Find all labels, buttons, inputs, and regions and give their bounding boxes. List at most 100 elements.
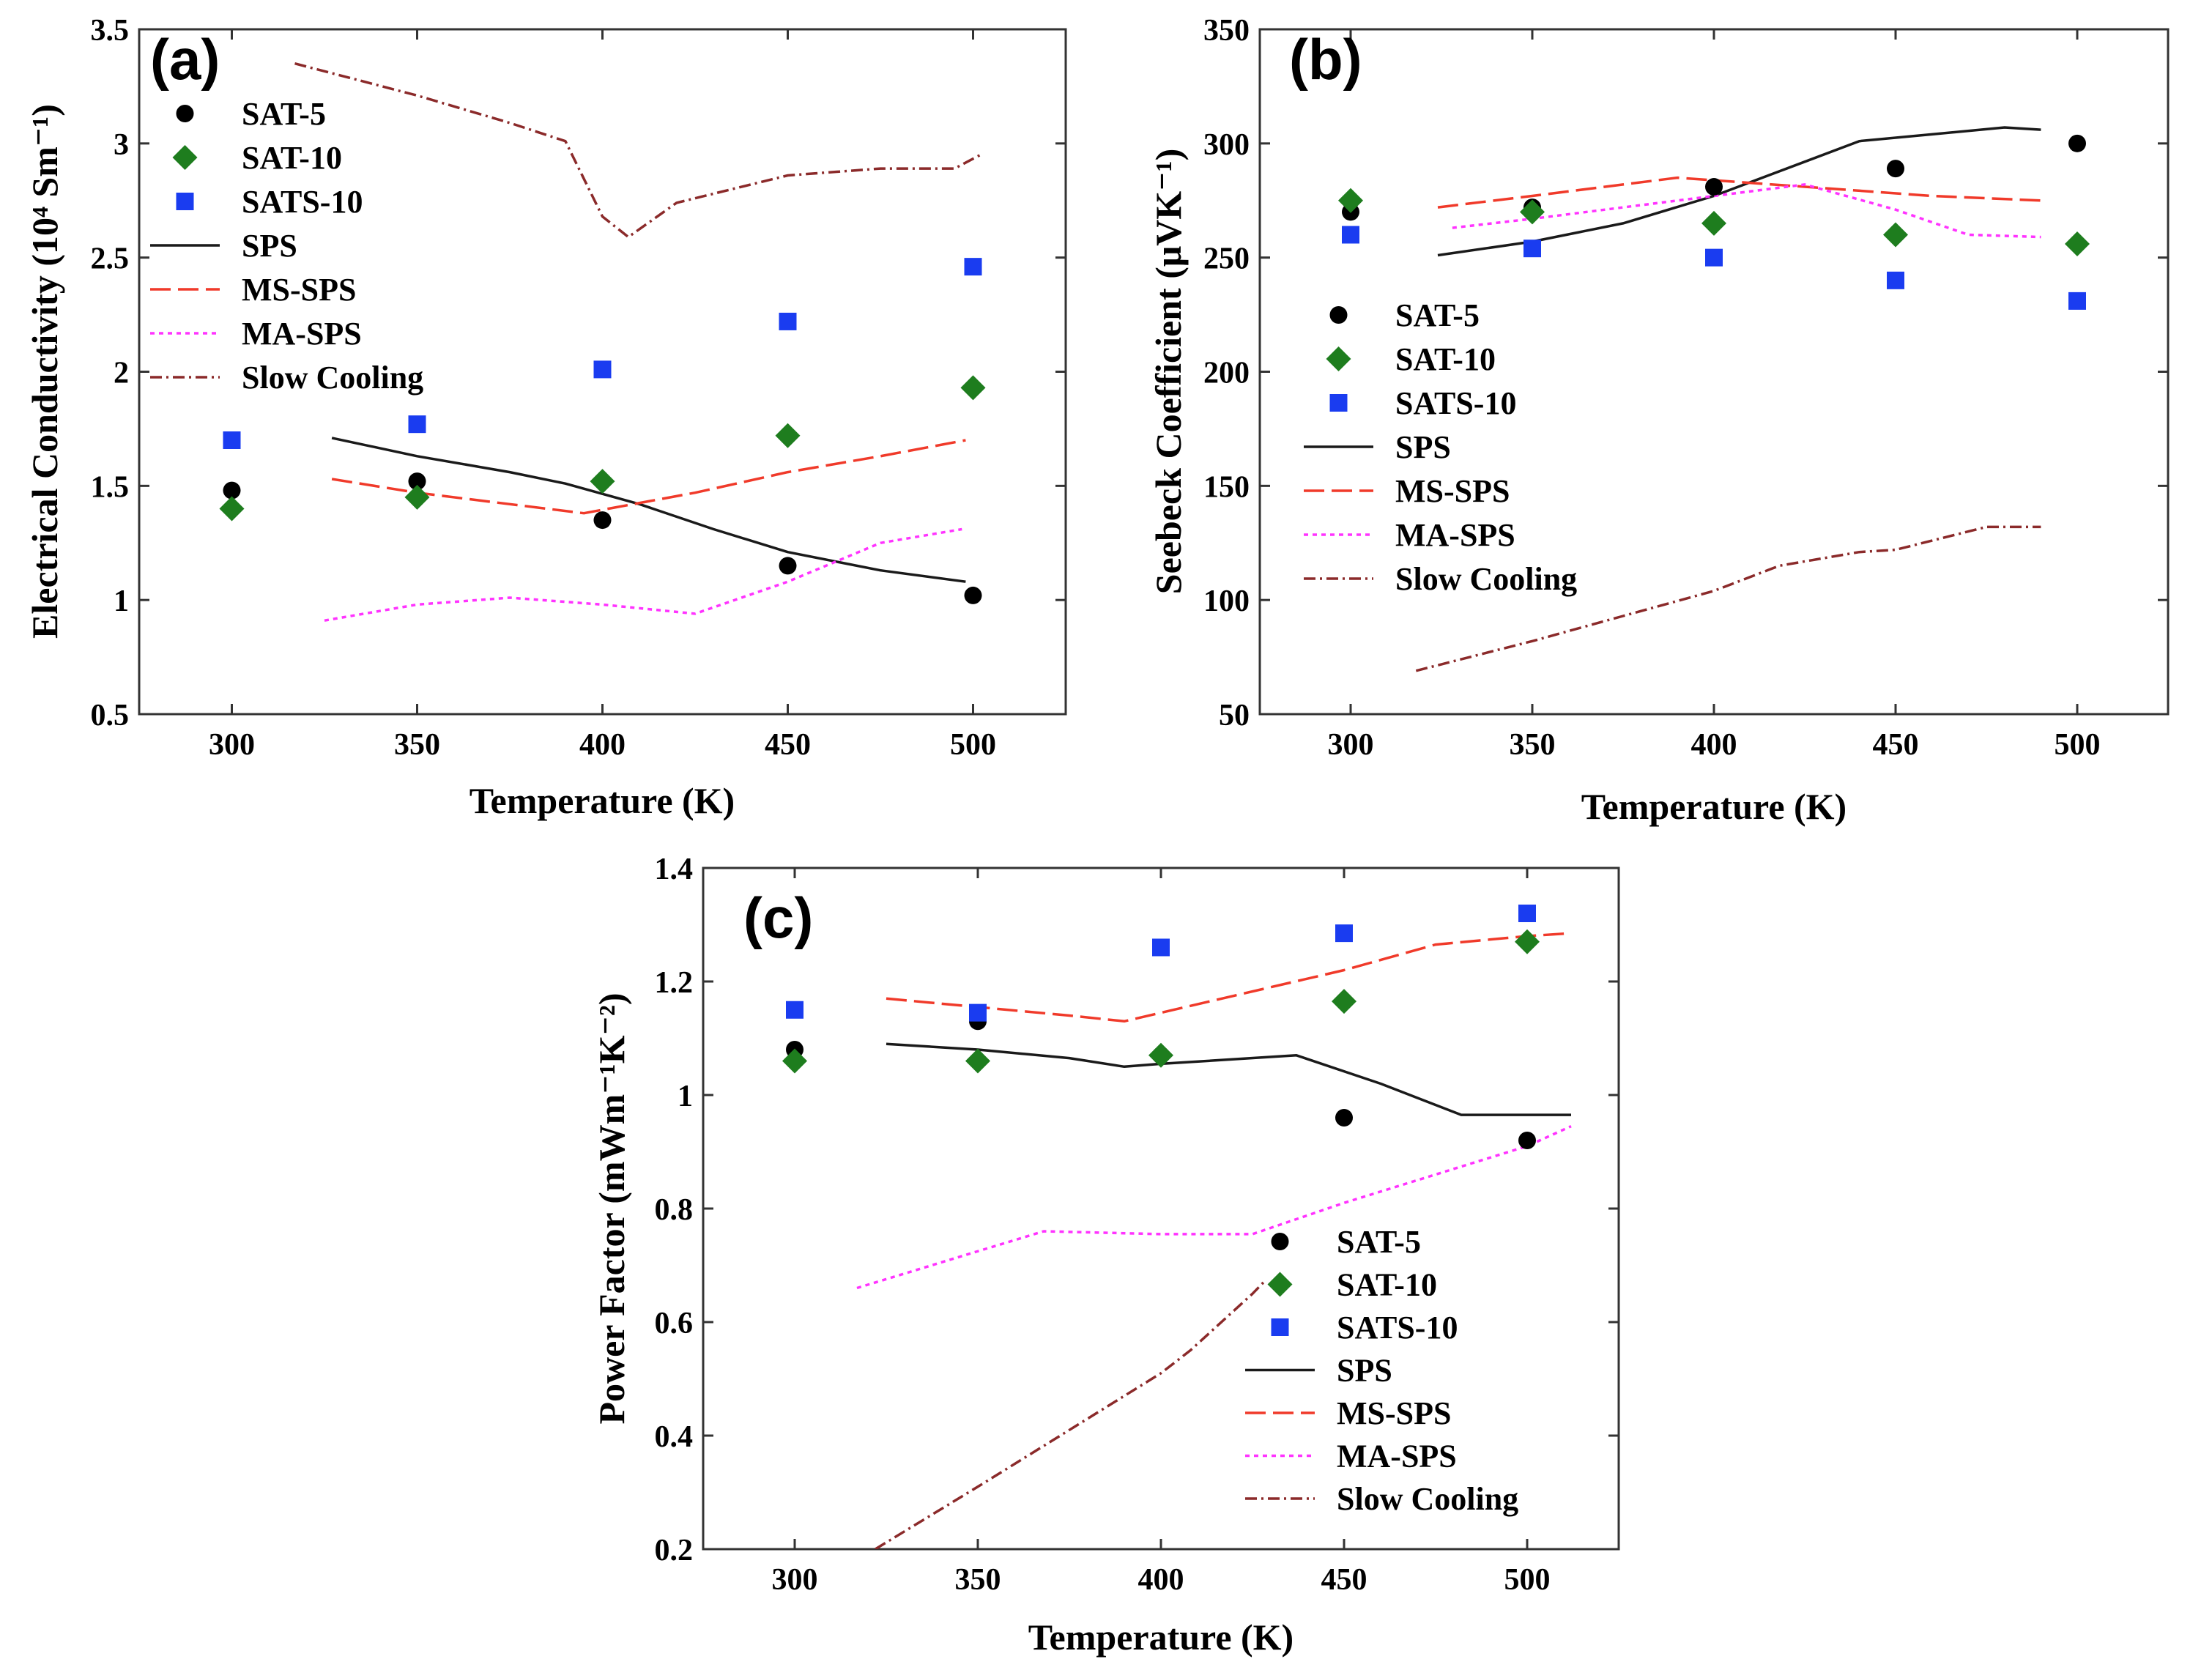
x-tick-label-b: 350 [1510,728,1556,762]
point-sat-5-b [1887,160,1904,178]
plot-area-c [702,866,1620,1551]
point-sat-5-b [2068,134,2086,152]
legend-label-ms-sps: MS-SPS [242,272,356,308]
legend-label-sat-10: SAT-10 [242,140,342,176]
point-sats-10-a [964,258,982,276]
x-tick-label-a: 350 [394,728,440,762]
y-tick-label-b: 250 [1203,242,1250,276]
y-axis-label-b: Seebeck Coefficient (μVK⁻¹) [1148,149,1189,594]
y-tick-label-a: 0.5 [91,699,130,732]
legend-label-sat-5: SAT-5 [1395,297,1480,333]
y-tick-label-a: 3 [114,128,129,162]
y-tick-label-b: 50 [1219,699,1250,732]
y-tick-label-b: 350 [1203,14,1250,48]
x-tick-label-c: 300 [772,1563,818,1597]
legend-label-sats-10: SATS-10 [1337,1310,1458,1346]
y-tick-label-c: 1.4 [655,853,694,886]
ticks-a: 300 350 400 450 500 0.5 1 1.5 2 2.5 3 3.5 [91,14,1066,762]
point-sat-10-b [2065,231,2090,256]
series-points-b [1338,134,2090,310]
series-lines-c [856,932,1572,1549]
y-tick-label-c: 0.4 [655,1420,694,1454]
panel-label-b: (b) [1289,27,1362,92]
line-ma-sps-b [1452,183,2041,239]
point-sat-10-c [1148,1042,1173,1068]
x-tick-label-b: 450 [1873,728,1919,762]
point-sat-5-a [223,481,241,500]
y-tick-label-c: 0.8 [655,1193,694,1227]
point-sat-10-c [1515,929,1540,954]
ticks-b: 300 350 400 450 500 50 100 150 200 250 300 350 [1203,14,2168,762]
x-axis-label-a: Temperature (K) [470,780,735,821]
legend-marker-sat-5 [1271,1233,1289,1250]
y-tick-label-a: 2 [114,357,129,390]
point-sat-10-b [1338,188,1363,213]
y-tick-label-c: 1 [678,1080,693,1113]
panel-label-c: (c) [743,886,813,950]
legend-c: SAT-5 SAT-10 SATS-10 SPS MS-SPS MA-SPS Slow Co… [1245,1224,1518,1517]
point-sats-10-a [593,360,612,379]
point-sat-5-a [779,557,797,575]
x-tick-label-b: 400 [1691,728,1737,762]
legend-label-sats-10: SATS-10 [1395,385,1516,421]
point-sats-10-b [1342,226,1359,244]
legend-label-slow-cooling: Slow Cooling [1395,561,1577,597]
legend-label-slow-cooling: Slow Cooling [1337,1481,1518,1517]
line-sps-b [1437,126,2041,257]
line-ma-sps-c [856,1125,1572,1290]
panel-label-a: (a) [150,27,220,92]
point-sat-5-c [1518,1132,1536,1149]
point-sat-5-b [1705,178,1723,196]
legend-marker-sats-10 [1329,394,1348,412]
panel-c: 300 350 400 450 500 0.2 0.4 0.6 0.8 1 1.2 1.4 SAT-5… [591,853,1620,1658]
legend-marker-sats-10 [176,193,194,210]
legend-label-ma-sps: MA-SPS [242,316,362,352]
x-tick-label-a: 450 [765,728,811,762]
legend-label-sat-5: SAT-5 [1337,1224,1421,1260]
point-sat-10-c [782,1048,807,1074]
series-lines-b [1415,126,2041,672]
legend-marker-sats-10 [1271,1318,1289,1336]
legend-label-ms-sps: MS-SPS [1395,473,1510,509]
point-sat-5-c [1335,1109,1353,1127]
legend-label-sat-10: SAT-10 [1337,1267,1437,1303]
line-ms-sps-c [886,932,1572,1023]
line-slow-cooling-a [294,62,981,239]
point-sat-10-c [965,1048,990,1074]
point-sat-5-a [593,511,612,530]
legend-label-sat-10: SAT-10 [1395,341,1496,377]
line-ms-sps-b [1437,176,2041,209]
x-tick-label-a: 500 [950,728,996,762]
y-tick-label-b: 200 [1203,357,1250,390]
y-tick-label-a: 1.5 [91,470,130,504]
point-sat-5-a [964,586,982,604]
point-sat-10-a [960,375,986,401]
series-points-c [782,905,1540,1149]
legend-a: SAT-5 SAT-10 SATS-10 SPS MS-SPS MA-SPS Slow Co… [150,96,423,396]
line-sps-c [886,1042,1571,1116]
point-sats-10-c [786,1001,803,1019]
legend-label-ma-sps: MA-SPS [1395,517,1515,553]
y-tick-label-a: 1 [114,584,129,618]
y-axis-label-c: Power Factor (mWm⁻¹K⁻²) [591,992,632,1424]
legend-marker-sat-5 [1329,306,1348,324]
legend-label-sps: SPS [1395,429,1451,465]
ticks-c: 300 350 400 450 500 0.2 0.4 0.6 0.8 1 1.2 1.4 [655,853,1619,1597]
legend-label-sps: SPS [242,228,297,264]
y-axis-label-a: Electrical Conductivity (10⁴ Sm⁻¹) [24,104,65,639]
point-sat-10-b [1520,199,1545,225]
point-sat-10-a [775,423,801,448]
x-tick-label-b: 300 [1328,728,1374,762]
line-ms-sps-a [331,439,966,515]
x-axis-label-c: Temperature (K) [1028,1617,1294,1658]
panel-b: 300 350 400 450 500 50 100 150 200 250 300 350 SAT-… [1148,14,2170,827]
x-tick-label-c: 500 [1504,1563,1551,1597]
line-ma-sps-a [324,527,962,622]
x-tick-label-c: 350 [955,1563,1001,1597]
point-sats-10-b [1887,271,1904,289]
legend-label-ms-sps: MS-SPS [1337,1395,1451,1431]
point-sat-10-c [1332,989,1356,1014]
